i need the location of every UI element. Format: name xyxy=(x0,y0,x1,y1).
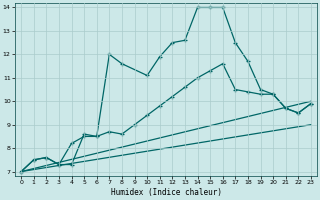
X-axis label: Humidex (Indice chaleur): Humidex (Indice chaleur) xyxy=(110,188,221,197)
